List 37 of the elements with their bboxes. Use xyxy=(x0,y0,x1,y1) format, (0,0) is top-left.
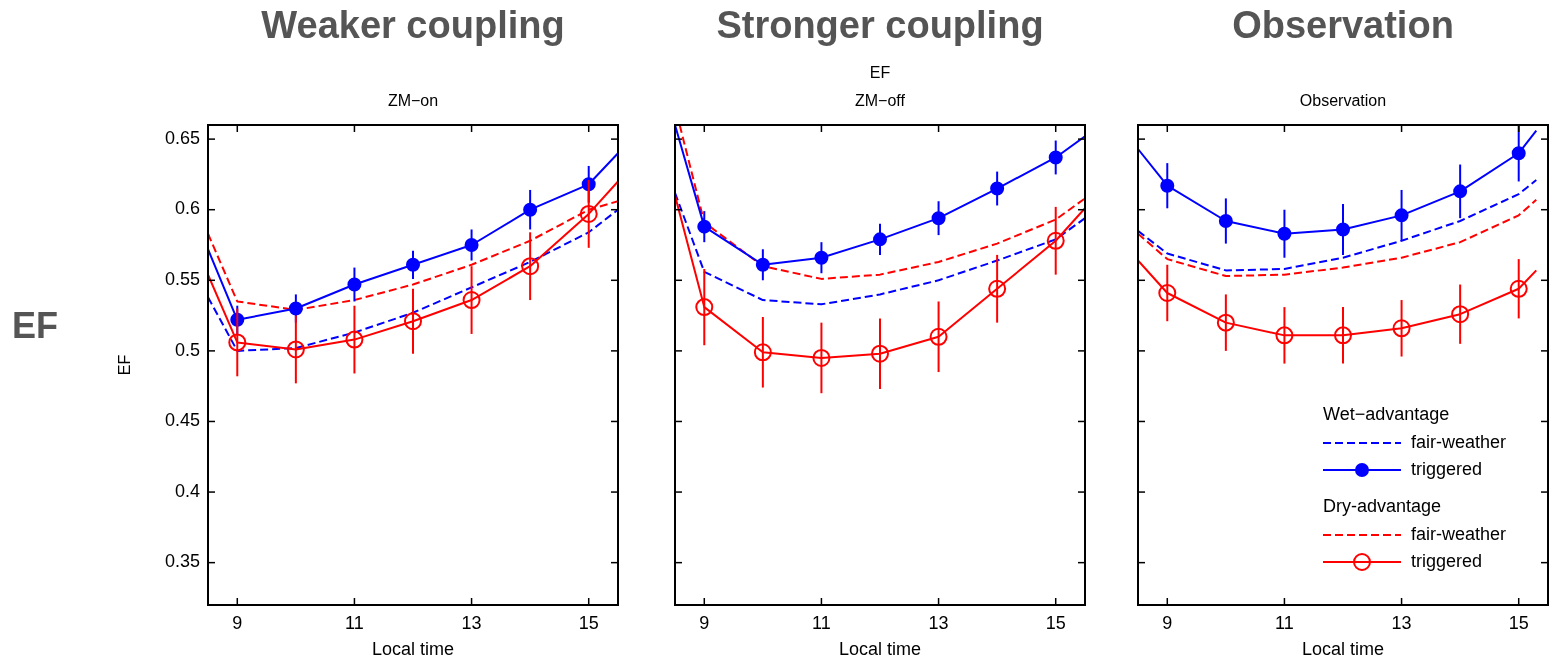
legend-label: fair-weather xyxy=(1411,431,1507,452)
y-tick-label: 0.5 xyxy=(174,339,200,360)
x-tick-label: 9 xyxy=(232,613,243,633)
annotation: Dry-advantage xyxy=(1323,495,1442,516)
chart-subtitle: ZM−off xyxy=(855,92,906,109)
legend-label: triggered xyxy=(1411,458,1483,479)
text: EF xyxy=(869,64,891,81)
y-tick-label: 0.45 xyxy=(164,410,200,431)
y-tick-label: 0.35 xyxy=(164,551,200,572)
x-axis-title: Local time xyxy=(838,639,922,659)
text: EF xyxy=(11,305,59,346)
x-axis-title: Local time xyxy=(1301,639,1385,659)
chart-title: Stronger coupling xyxy=(716,4,1044,46)
x-tick-label: 15 xyxy=(578,613,599,633)
x-axis-title: Local time xyxy=(371,639,455,659)
legend-label: fair-weather xyxy=(1411,523,1507,544)
x-tick-label: 9 xyxy=(699,613,710,633)
y-axis-title: EF xyxy=(116,354,133,376)
x-tick-label: 13 xyxy=(928,613,949,633)
annotation: Wet−advantage xyxy=(1323,403,1450,424)
y-tick-label: 0.4 xyxy=(174,480,200,501)
x-tick-label: 11 xyxy=(812,613,831,633)
y-tick-label: 0.55 xyxy=(164,269,200,290)
x-tick-label: 15 xyxy=(1045,613,1066,633)
y-tick-label: 0.65 xyxy=(164,127,200,148)
x-tick-label: 15 xyxy=(1508,613,1529,633)
y-tick-label: 0.6 xyxy=(174,198,200,219)
chart-subtitle: ZM−on xyxy=(387,92,439,109)
x-tick-label: 13 xyxy=(1391,613,1412,633)
legend-label: triggered xyxy=(1411,550,1483,571)
x-tick-label: 13 xyxy=(461,613,482,633)
chart-subtitle: Observation xyxy=(1299,92,1387,109)
x-tick-label: 9 xyxy=(1162,613,1173,633)
chart-title: Weaker coupling xyxy=(261,4,565,46)
x-tick-label: 11 xyxy=(345,613,364,633)
chart-title: Observation xyxy=(1232,4,1454,46)
x-tick-label: 11 xyxy=(1275,613,1294,633)
